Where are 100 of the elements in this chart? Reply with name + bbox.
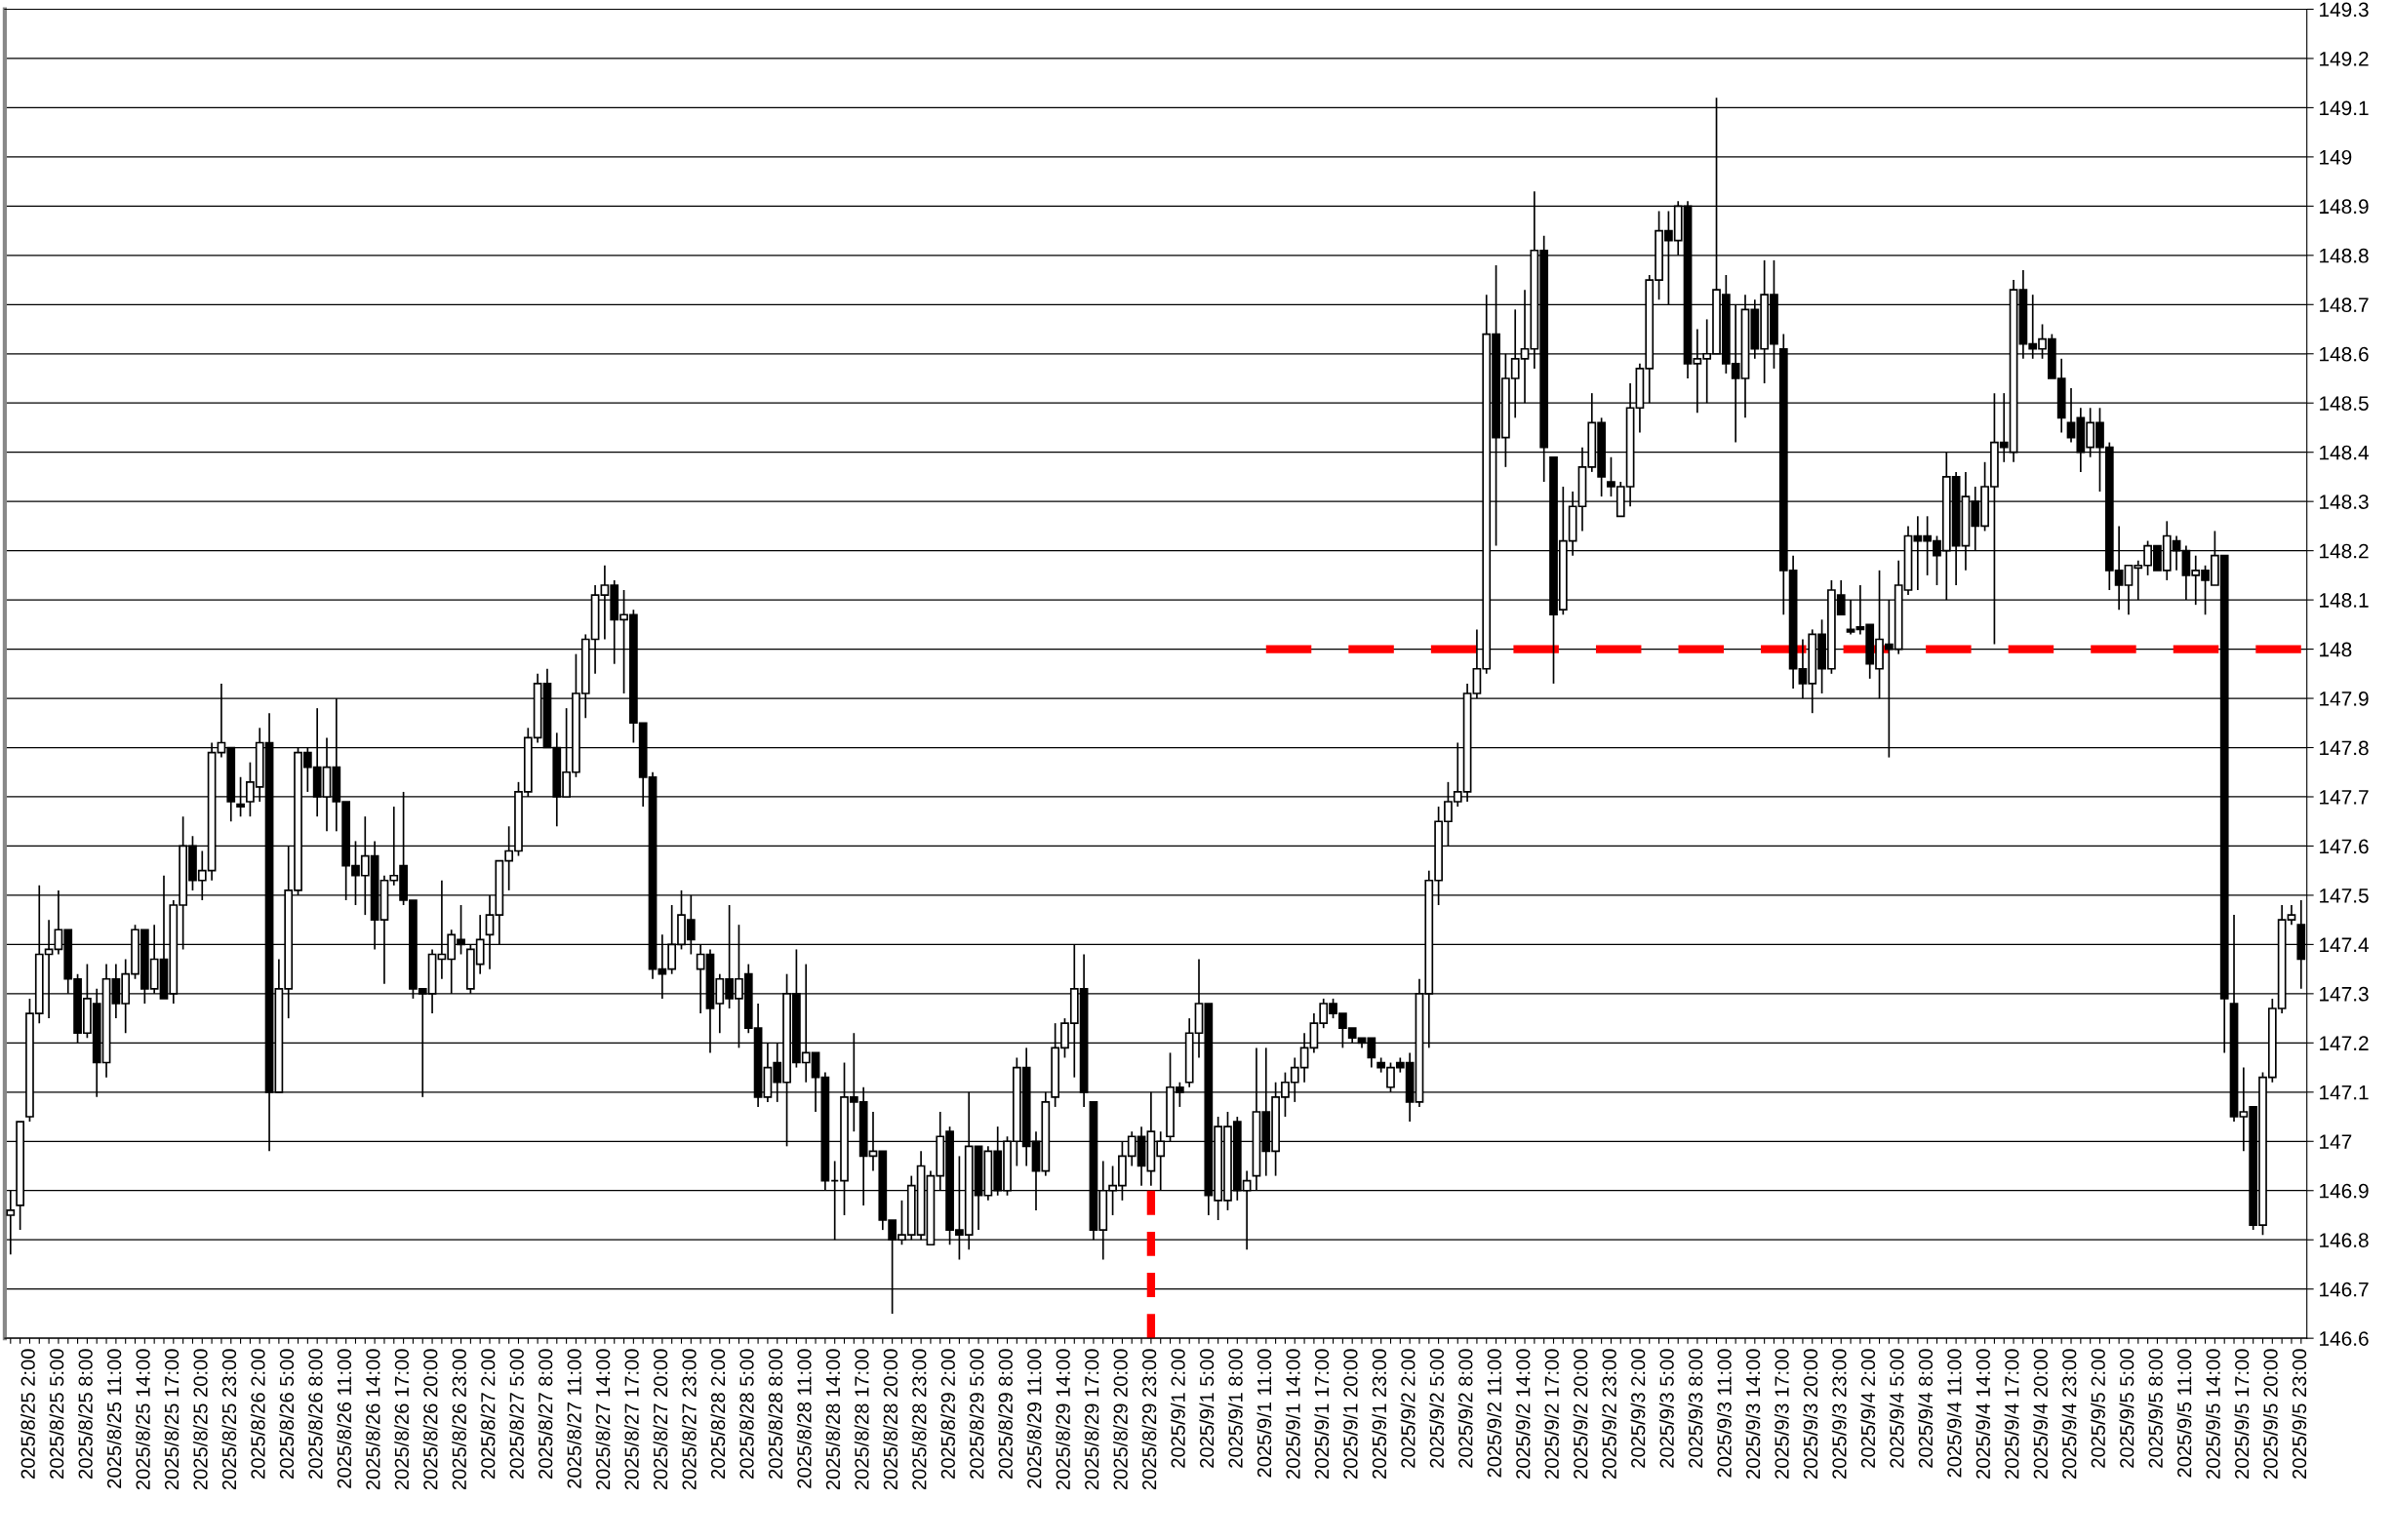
x-tick-label: 2025/9/2 14:00: [1515, 1349, 1531, 1479]
x-tick-label: 2025/9/3 17:00: [1774, 1349, 1789, 1479]
x-tick-label: 2025/9/5 5:00: [2119, 1349, 2134, 1468]
x-tick-label: 2025/9/4 5:00: [1889, 1349, 1904, 1468]
x-tick-label: 2025/8/26 8:00: [307, 1349, 323, 1479]
x-tick-label: 2025/8/29 17:00: [1084, 1349, 1099, 1490]
x-tick-label: 2025/9/2 2:00: [1400, 1349, 1416, 1468]
x-tick-label: 2025/8/26 11:00: [337, 1349, 352, 1488]
y-tick-label: 146.6: [2320, 1331, 2369, 1346]
x-tick-label: 2025/9/2 5:00: [1429, 1349, 1445, 1468]
x-tick-label: 2025/8/29 14:00: [1056, 1349, 1070, 1490]
x-tick-label: 2025/9/4 14:00: [1975, 1349, 1990, 1479]
y-tick-label: 148: [2320, 642, 2352, 657]
x-tick-label: 2025/9/3 23:00: [1831, 1349, 1847, 1479]
y-tick-label: 147.4: [2320, 937, 2370, 952]
x-tick-label: 2025/8/29 2:00: [940, 1349, 955, 1479]
y-tick-label: 148.7: [2320, 297, 2369, 313]
y-tick-label: 147.8: [2320, 740, 2369, 756]
y-tick-label: 149.3: [2320, 2, 2369, 18]
y-tick-label: 148.3: [2320, 494, 2369, 509]
x-tick-label: 2025/8/27 5:00: [509, 1349, 524, 1479]
x-tick-label: 2025/8/25 5:00: [49, 1349, 64, 1479]
x-tick-label: 2025/8/28 8:00: [768, 1349, 783, 1479]
y-tick-label: 148.8: [2320, 248, 2369, 263]
x-tick-label: 2025/9/4 11:00: [1946, 1349, 1962, 1478]
x-tick-label: 2025/9/3 5:00: [1659, 1349, 1674, 1468]
x-tick-label: 2025/8/25 2:00: [20, 1349, 35, 1479]
y-tick-label: 148.4: [2320, 445, 2370, 460]
x-tick-label: 2025/9/2 17:00: [1544, 1349, 1559, 1479]
x-tick-label: 2025/9/1 11:00: [1256, 1349, 1272, 1478]
y-tick-label: 148.9: [2320, 199, 2369, 215]
y-tick-label: 147: [2320, 1134, 2352, 1149]
y-tick-label: 146.7: [2320, 1282, 2369, 1297]
x-tick-label: 2025/9/3 11:00: [1716, 1349, 1732, 1478]
x-tick-label: 2025/8/25 8:00: [78, 1349, 93, 1479]
x-tick-label: 2025/8/28 2:00: [710, 1349, 726, 1479]
y-tick-label: 146.8: [2320, 1233, 2369, 1247]
x-tick-label: 2025/9/2 20:00: [1573, 1349, 1588, 1479]
x-tick-label: 2025/8/25 14:00: [135, 1349, 150, 1490]
x-tick-label: 2025/9/5 14:00: [2205, 1349, 2220, 1479]
x-tick-label: 2025/9/3 8:00: [1688, 1349, 1703, 1468]
x-tick-label: 2025/8/27 2:00: [480, 1349, 496, 1479]
x-tick-label: 2025/8/28 20:00: [883, 1349, 898, 1490]
x-tick-label: 2025/8/29 8:00: [998, 1349, 1013, 1479]
x-tick-label: 2025/9/1 14:00: [1285, 1349, 1300, 1479]
y-tick-label: 147.6: [2320, 839, 2369, 854]
x-tick-label: 2025/8/27 11:00: [567, 1349, 581, 1488]
x-tick-label: 2025/9/4 8:00: [1918, 1349, 1934, 1468]
x-tick-label: 2025/9/4 20:00: [2033, 1349, 2048, 1479]
x-tick-label: 2025/9/5 8:00: [2148, 1349, 2163, 1468]
x-tick-label: 2025/9/2 23:00: [1602, 1349, 1616, 1479]
y-tick-label: 148.2: [2320, 543, 2369, 559]
y-tick-label: 149.2: [2320, 51, 2369, 66]
x-tick-label: 2025/9/4 23:00: [2061, 1349, 2077, 1479]
x-tick-label: 2025/8/26 17:00: [394, 1349, 409, 1490]
y-tick-label: 148.1: [2320, 593, 2369, 608]
x-tick-label: 2025/9/1 8:00: [1227, 1349, 1243, 1468]
x-tick-label: 2025/8/27 23:00: [681, 1349, 697, 1490]
x-tick-label: 2025/8/29 23:00: [1141, 1349, 1157, 1490]
x-tick-label: 2025/8/29 20:00: [1113, 1349, 1128, 1490]
y-tick-label: 147.3: [2320, 986, 2369, 1002]
x-tick-label: 2025/9/2 8:00: [1457, 1349, 1473, 1468]
x-tick-label: 2025/8/28 14:00: [825, 1349, 841, 1490]
x-tick-label: 2025/8/27 8:00: [538, 1349, 553, 1479]
x-tick-label: 2025/9/1 23:00: [1372, 1349, 1387, 1479]
x-tick-label: 2025/9/5 20:00: [2262, 1349, 2278, 1479]
x-tick-label: 2025/8/29 5:00: [969, 1349, 984, 1479]
x-tick-label: 2025/9/5 11:00: [2176, 1349, 2192, 1478]
x-tick-label: 2025/8/28 17:00: [854, 1349, 869, 1490]
x-tick-label: 2025/9/1 2:00: [1170, 1349, 1185, 1468]
x-tick-label: 2025/8/26 23:00: [452, 1349, 466, 1490]
y-tick-label: 148.6: [2320, 346, 2369, 362]
x-tick-label: 2025/9/3 2:00: [1630, 1349, 1646, 1468]
x-tick-label: 2025/9/5 2:00: [2091, 1349, 2105, 1468]
x-tick-label: 2025/9/2 11:00: [1487, 1349, 1501, 1478]
x-tick-label: 2025/9/5 23:00: [2292, 1349, 2307, 1479]
y-tick-label: 147.5: [2320, 888, 2369, 903]
y-tick-label: 146.9: [2320, 1183, 2369, 1199]
x-tick-label: 2025/8/29 11:00: [1026, 1349, 1042, 1488]
y-tick-label: 148.5: [2320, 396, 2369, 411]
y-tick-label: 147.7: [2320, 790, 2369, 805]
x-tick-label: 2025/8/25 20:00: [192, 1349, 208, 1490]
x-tick-label: 2025/9/1 17:00: [1314, 1349, 1330, 1479]
x-tick-label: 2025/8/26 20:00: [422, 1349, 438, 1490]
y-tick-label: 149.1: [2320, 100, 2369, 116]
y-tick-label: 147.2: [2320, 1036, 2369, 1050]
x-tick-label: 2025/8/28 5:00: [738, 1349, 754, 1479]
x-tick-label: 2025/9/1 5:00: [1199, 1349, 1215, 1468]
x-tick-label: 2025/9/3 14:00: [1745, 1349, 1761, 1479]
x-tick-label: 2025/8/28 11:00: [796, 1349, 812, 1488]
x-tick-label: 2025/9/3 20:00: [1803, 1349, 1818, 1479]
x-tick-label: 2025/9/4 17:00: [2004, 1349, 2019, 1479]
x-tick-label: 2025/8/26 14:00: [365, 1349, 380, 1490]
x-tick-label: 2025/9/4 2:00: [1860, 1349, 1876, 1468]
x-tick-label: 2025/8/27 14:00: [595, 1349, 611, 1490]
x-tick-label: 2025/8/28 23:00: [911, 1349, 927, 1490]
x-tick-label: 2025/9/5 17:00: [2234, 1349, 2250, 1479]
y-tick-label: 147.9: [2320, 691, 2369, 706]
y-tick-label: 149: [2320, 149, 2352, 165]
y-tick-label: 147.1: [2320, 1086, 2369, 1100]
